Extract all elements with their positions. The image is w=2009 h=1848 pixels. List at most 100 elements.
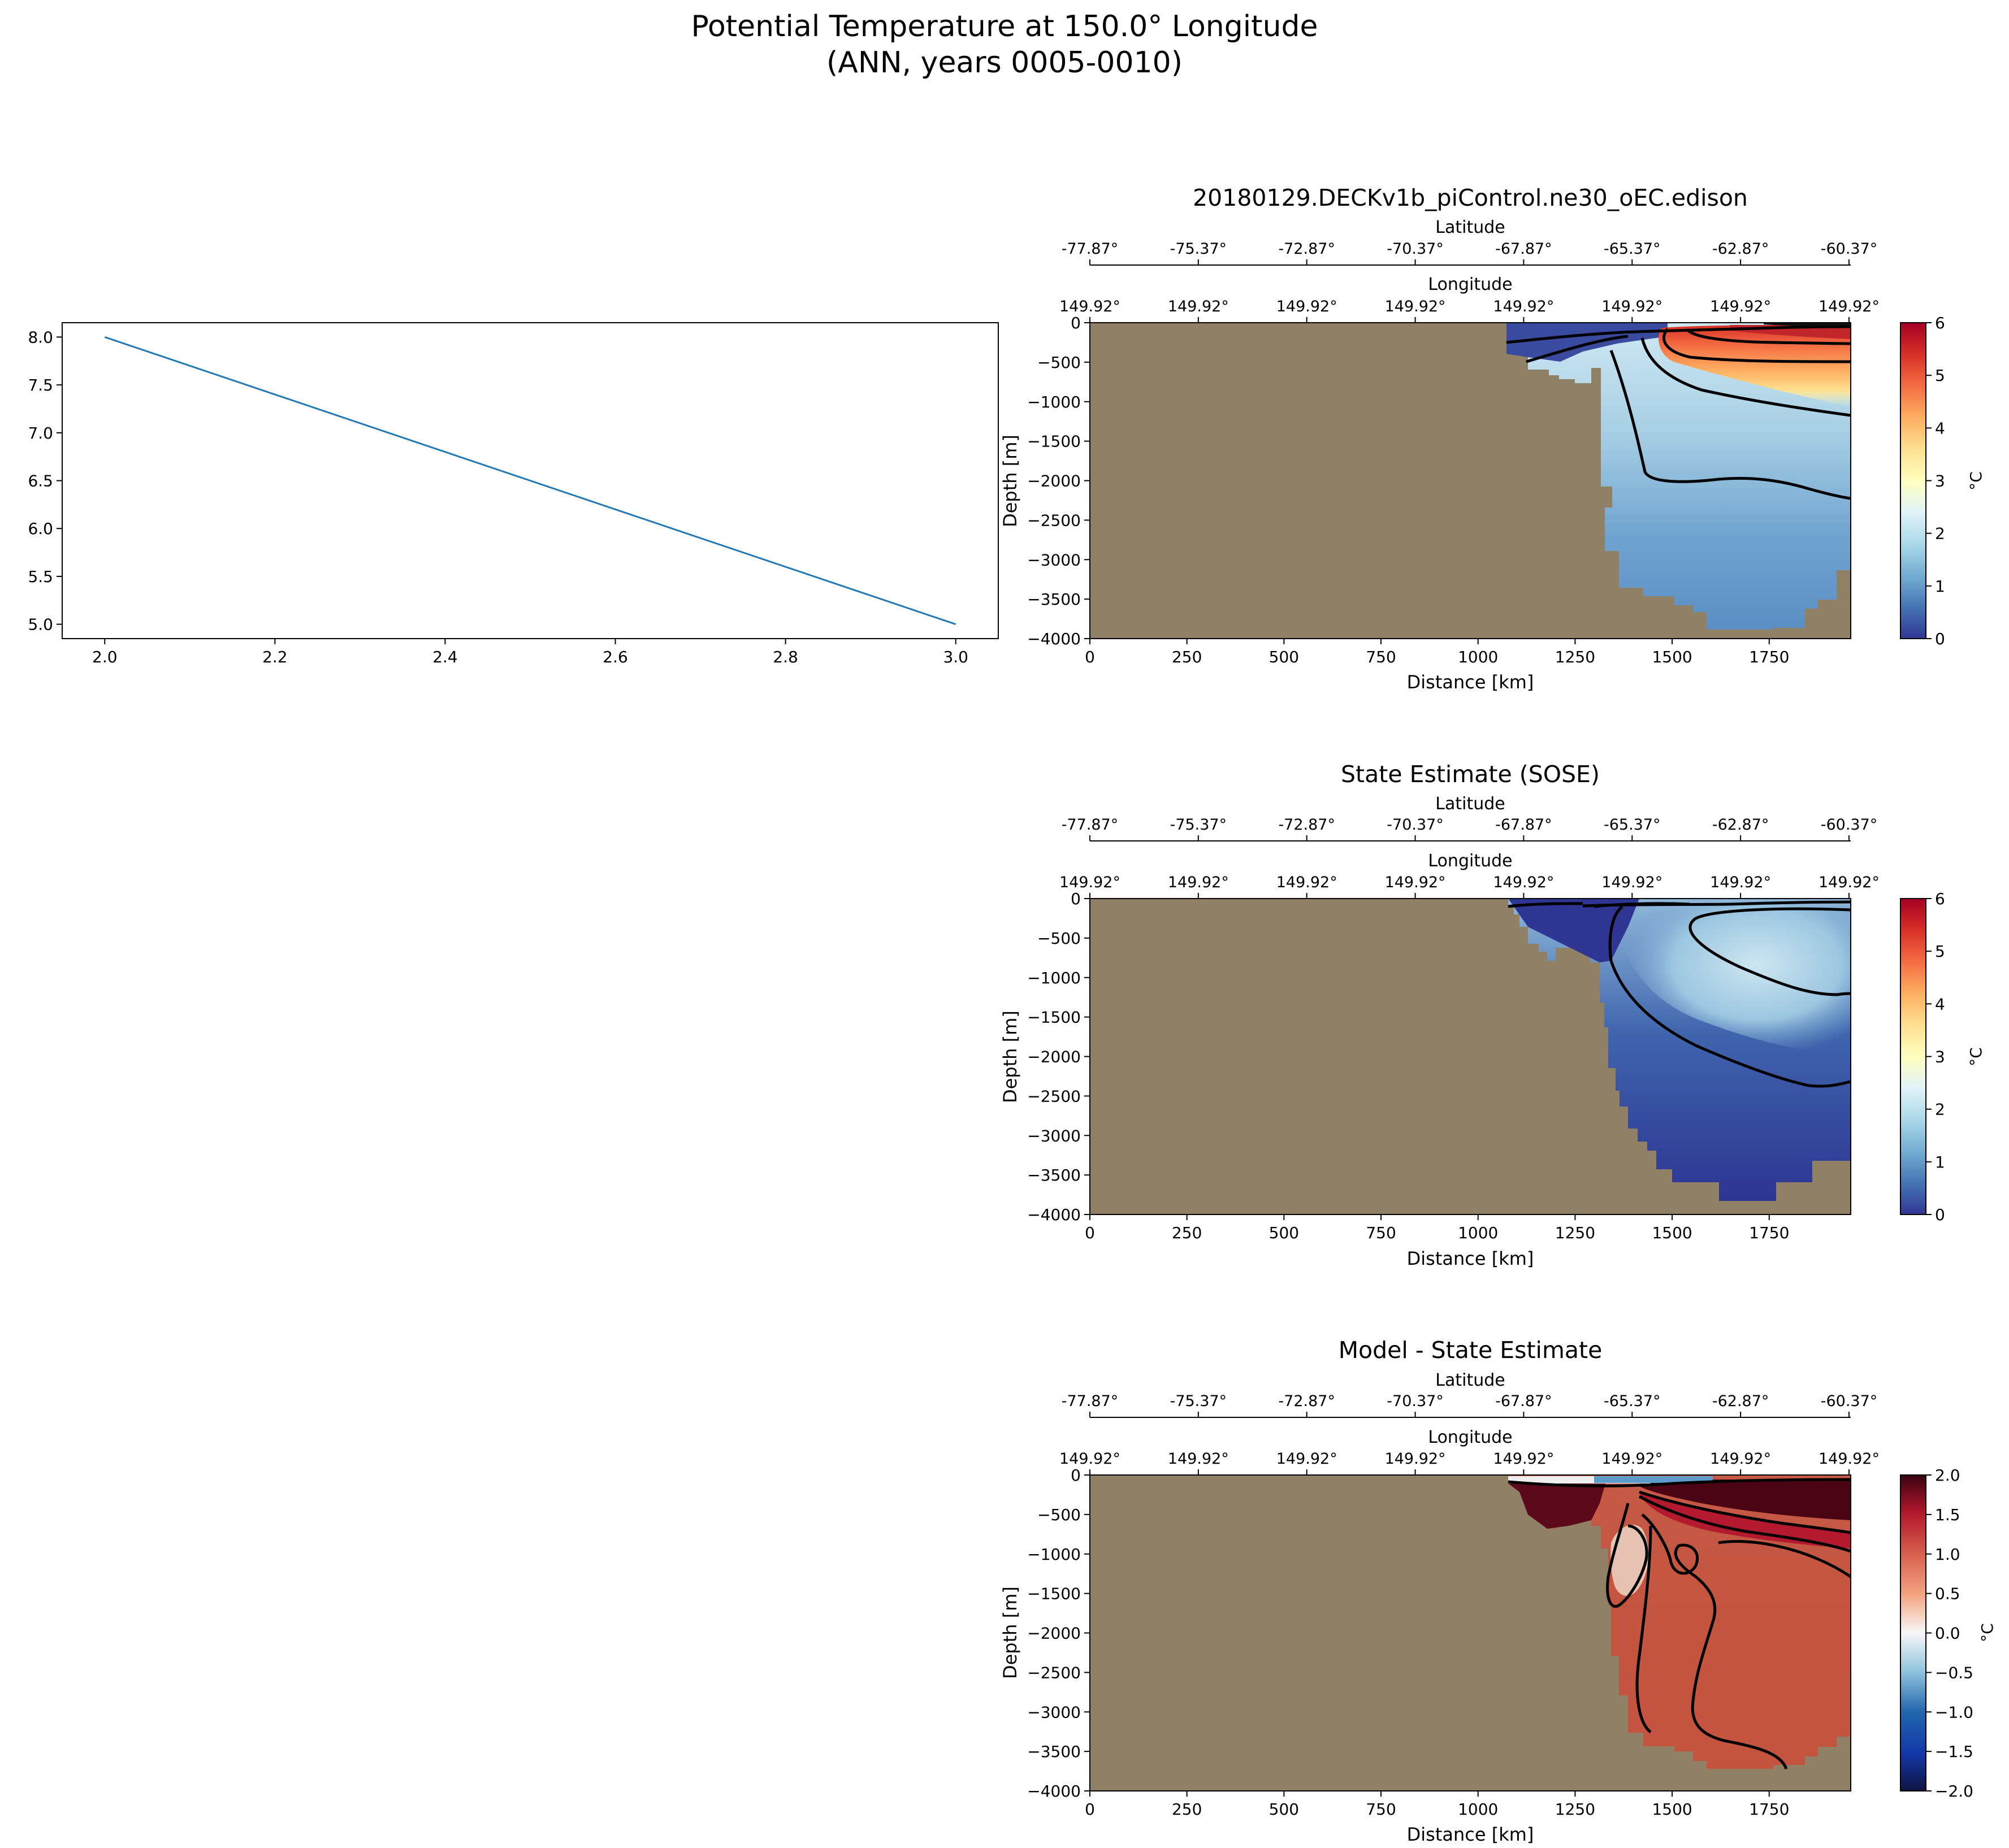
colorbar-tick-label: −0.5 xyxy=(1935,1663,1973,1682)
x-tick-label: 500 xyxy=(1269,1224,1299,1242)
colorbar-tick-label: 6 xyxy=(1935,890,1945,908)
panel-sose-ylabel: Depth [m] xyxy=(999,1010,1021,1103)
panel-sose-x-axis: 0 250 500 750 1000 1250 1500 1750 xyxy=(1085,1214,1789,1242)
panel-model-title: 20180129.DECKv1b_piControl.ne30_oEC.edis… xyxy=(1193,184,1748,211)
panel-difference-latitude-axis: -77.87° -75.37° -72.87° -70.37° -67.87° -65.3… xyxy=(1062,1392,1877,1418)
y-tick-label: 0 xyxy=(1071,314,1081,332)
longitude-tick-label: 149.92° xyxy=(1601,1450,1662,1468)
panel-difference-longitude-label: Longitude xyxy=(1428,1428,1512,1447)
latitude-tick-label: -77.87° xyxy=(1062,816,1119,834)
x-tick-label: 500 xyxy=(1269,648,1299,666)
y-tick-label: −500 xyxy=(1037,353,1081,372)
line-xtick-label: 2.2 xyxy=(262,648,288,666)
colorbar-tick-label: 0.0 xyxy=(1935,1624,1960,1643)
panel-model-colorbar-ticks: 0 1 2 3 4 5 6 xyxy=(1926,314,1945,648)
colorbar-tick-label: 1 xyxy=(1935,1153,1945,1172)
colorbar-tick-label: −2.0 xyxy=(1935,1782,1973,1801)
panel-model-warm-core xyxy=(1659,325,1851,407)
x-tick-label: 250 xyxy=(1172,1224,1202,1242)
panel-difference-contours xyxy=(1508,1478,1851,1769)
y-tick-label: −500 xyxy=(1037,929,1081,948)
panel-sose-longitude-axis: 149.92° 149.92° 149.92° 149.92° 149.92° 149.9… xyxy=(1059,874,1880,899)
longitude-tick-label: 149.92° xyxy=(1601,874,1662,891)
latitude-tick-label: -60.37° xyxy=(1821,240,1878,258)
panel-sose-latitude-label: Latitude xyxy=(1435,794,1505,814)
longitude-tick-label: 149.92° xyxy=(1059,298,1120,315)
panel-difference-field xyxy=(1090,1475,1851,1791)
panel-difference-ocean xyxy=(1508,1475,1851,1769)
latitude-tick-label: -77.87° xyxy=(1062,1392,1119,1410)
y-tick-label: −500 xyxy=(1037,1506,1081,1524)
y-tick-label: −3500 xyxy=(1027,1742,1081,1761)
colorbar-tick-label: 4 xyxy=(1935,419,1945,437)
longitude-tick-label: 149.92° xyxy=(1385,298,1446,315)
panel-model-ylabel: Depth [m] xyxy=(999,435,1021,527)
panel-difference-colorbar-label: °C xyxy=(1978,1623,1997,1642)
line-chart: 2.0 2.2 2.4 2.6 2.8 3.0 5.0 5.5 6.0 6.5 7.0 7.5 8.0 xyxy=(28,322,999,666)
panel-model-xlabel: Distance [km] xyxy=(1407,671,1534,693)
panel-model-longitude-axis: 149.92° 149.92° 149.92° 149.92° 149.92° 149.9… xyxy=(1059,298,1880,323)
latitude-tick-label: -67.87° xyxy=(1495,816,1552,834)
latitude-tick-label: -65.37° xyxy=(1604,816,1661,834)
x-tick-label: 1000 xyxy=(1458,648,1498,666)
longitude-tick-label: 149.92° xyxy=(1710,298,1771,315)
x-tick-label: 500 xyxy=(1269,1800,1299,1819)
x-tick-label: 750 xyxy=(1366,1800,1396,1819)
latitude-tick-label: -70.37° xyxy=(1387,240,1444,258)
colorbar-tick-label: 5 xyxy=(1935,366,1945,385)
latitude-tick-label: -72.87° xyxy=(1278,1392,1335,1410)
panel-difference-xlabel: Distance [km] xyxy=(1407,1824,1534,1845)
line-ytick-label: 7.0 xyxy=(28,424,53,443)
panel-model-latitude-label: Latitude xyxy=(1435,218,1505,237)
line-ytick-label: 8.0 xyxy=(28,328,53,346)
longitude-tick-label: 149.92° xyxy=(1819,1450,1880,1468)
colorbar-tick-label: 2 xyxy=(1935,1100,1945,1119)
panel-difference-x-axis: 0 250 500 750 1000 1250 1500 1750 xyxy=(1085,1791,1789,1819)
latitude-tick-label: -72.87° xyxy=(1278,240,1335,258)
y-tick-label: −4000 xyxy=(1027,1782,1081,1801)
latitude-tick-label: -62.87° xyxy=(1712,240,1769,258)
panel-model-ocean xyxy=(1506,323,1851,630)
panel-sose-field xyxy=(1090,899,1851,1214)
panel-sose-colorbar-ticks: 0 1 2 3 4 5 6 xyxy=(1926,890,1945,1224)
y-tick-label: −1000 xyxy=(1027,969,1081,987)
x-tick-label: 250 xyxy=(1172,648,1202,666)
suptitle-line1: Potential Temperature at 150.0° Longitud… xyxy=(691,10,1318,44)
panel-difference-upper-red xyxy=(1639,1492,1851,1548)
x-tick-label: 250 xyxy=(1172,1800,1202,1819)
longitude-tick-label: 149.92° xyxy=(1493,1450,1554,1468)
latitude-tick-label: -75.37° xyxy=(1170,240,1227,258)
x-tick-label: 750 xyxy=(1366,648,1396,666)
line-ytick-label: 5.5 xyxy=(28,567,53,586)
latitude-tick-label: -75.37° xyxy=(1170,816,1227,834)
colorbar-tick-label: 4 xyxy=(1935,995,1945,1013)
latitude-tick-label: -72.87° xyxy=(1278,816,1335,834)
line-series-0 xyxy=(104,336,956,626)
latitude-tick-label: -75.37° xyxy=(1170,1392,1227,1410)
panel-model-latitude-axis: -77.87° -75.37° -72.87° -70.37° -67.87° -65.3… xyxy=(1062,240,1878,266)
line-xtick-label: 2.8 xyxy=(773,648,798,666)
panel-difference: Model - State Estimate Latitude Longitud… xyxy=(999,1337,1997,1845)
colorbar-tick-label: 1.0 xyxy=(1935,1545,1960,1564)
longitude-tick-label: 149.92° xyxy=(1168,1450,1229,1468)
panel-model-field xyxy=(1090,323,1851,639)
longitude-tick-label: 149.92° xyxy=(1601,298,1662,315)
y-tick-label: −4000 xyxy=(1027,630,1081,648)
panel-sose-warm-core xyxy=(1617,903,1851,1057)
x-tick-label: 0 xyxy=(1085,648,1095,666)
longitude-tick-label: 149.92° xyxy=(1168,298,1229,315)
panel-difference-surface-dark xyxy=(1639,1480,1851,1520)
panel-difference-surface-blue xyxy=(1594,1476,1713,1483)
colorbar-tick-label: 0 xyxy=(1935,630,1945,648)
line-ytick-label: 5.0 xyxy=(28,615,53,634)
longitude-tick-label: 149.92° xyxy=(1385,874,1446,891)
panel-sose-y-axis: 0 −500 −1000 −1500 −2000 −2500 −3000 −3500 −4000 xyxy=(1027,890,1090,1224)
latitude-tick-label: -70.37° xyxy=(1387,1392,1444,1410)
colorbar-tick-label: −1.0 xyxy=(1935,1703,1973,1721)
y-tick-label: −2000 xyxy=(1027,1048,1081,1066)
longitude-tick-label: 149.92° xyxy=(1059,1450,1120,1468)
line-xtick-label: 2.4 xyxy=(432,648,458,666)
panel-sose-title: State Estimate (SOSE) xyxy=(1341,761,1600,788)
line-ytick-label: 6.0 xyxy=(28,519,53,538)
panel-sose-latitude-axis: -77.87° -75.37° -72.87° -70.37° -67.87° -65.3… xyxy=(1062,816,1877,841)
